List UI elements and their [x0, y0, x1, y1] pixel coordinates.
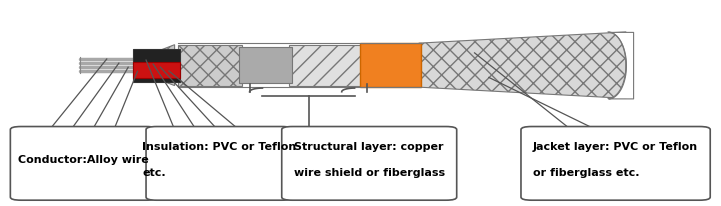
FancyBboxPatch shape [282, 126, 456, 200]
Text: Structural layer: copper

wire shield or fiberglass: Structural layer: copper wire shield or … [293, 142, 445, 178]
FancyBboxPatch shape [521, 126, 710, 200]
Bar [360, 43, 421, 87]
Polygon shape [419, 32, 626, 98]
Polygon shape [143, 45, 174, 86]
Bar [239, 47, 293, 83]
Bar [133, 49, 180, 82]
Text: Jacket layer: PVC or Teflon

or fiberglass etc.: Jacket layer: PVC or Teflon or fiberglas… [533, 142, 698, 178]
Bar [133, 62, 180, 78]
FancyBboxPatch shape [146, 126, 293, 200]
Text: Insulation: PVC or Teflon

etc.: Insulation: PVC or Teflon etc. [142, 142, 296, 178]
Bar [178, 45, 242, 86]
Text: Conductor:Alloy wire: Conductor:Alloy wire [18, 155, 149, 165]
Bar [289, 45, 364, 86]
FancyBboxPatch shape [10, 126, 156, 200]
